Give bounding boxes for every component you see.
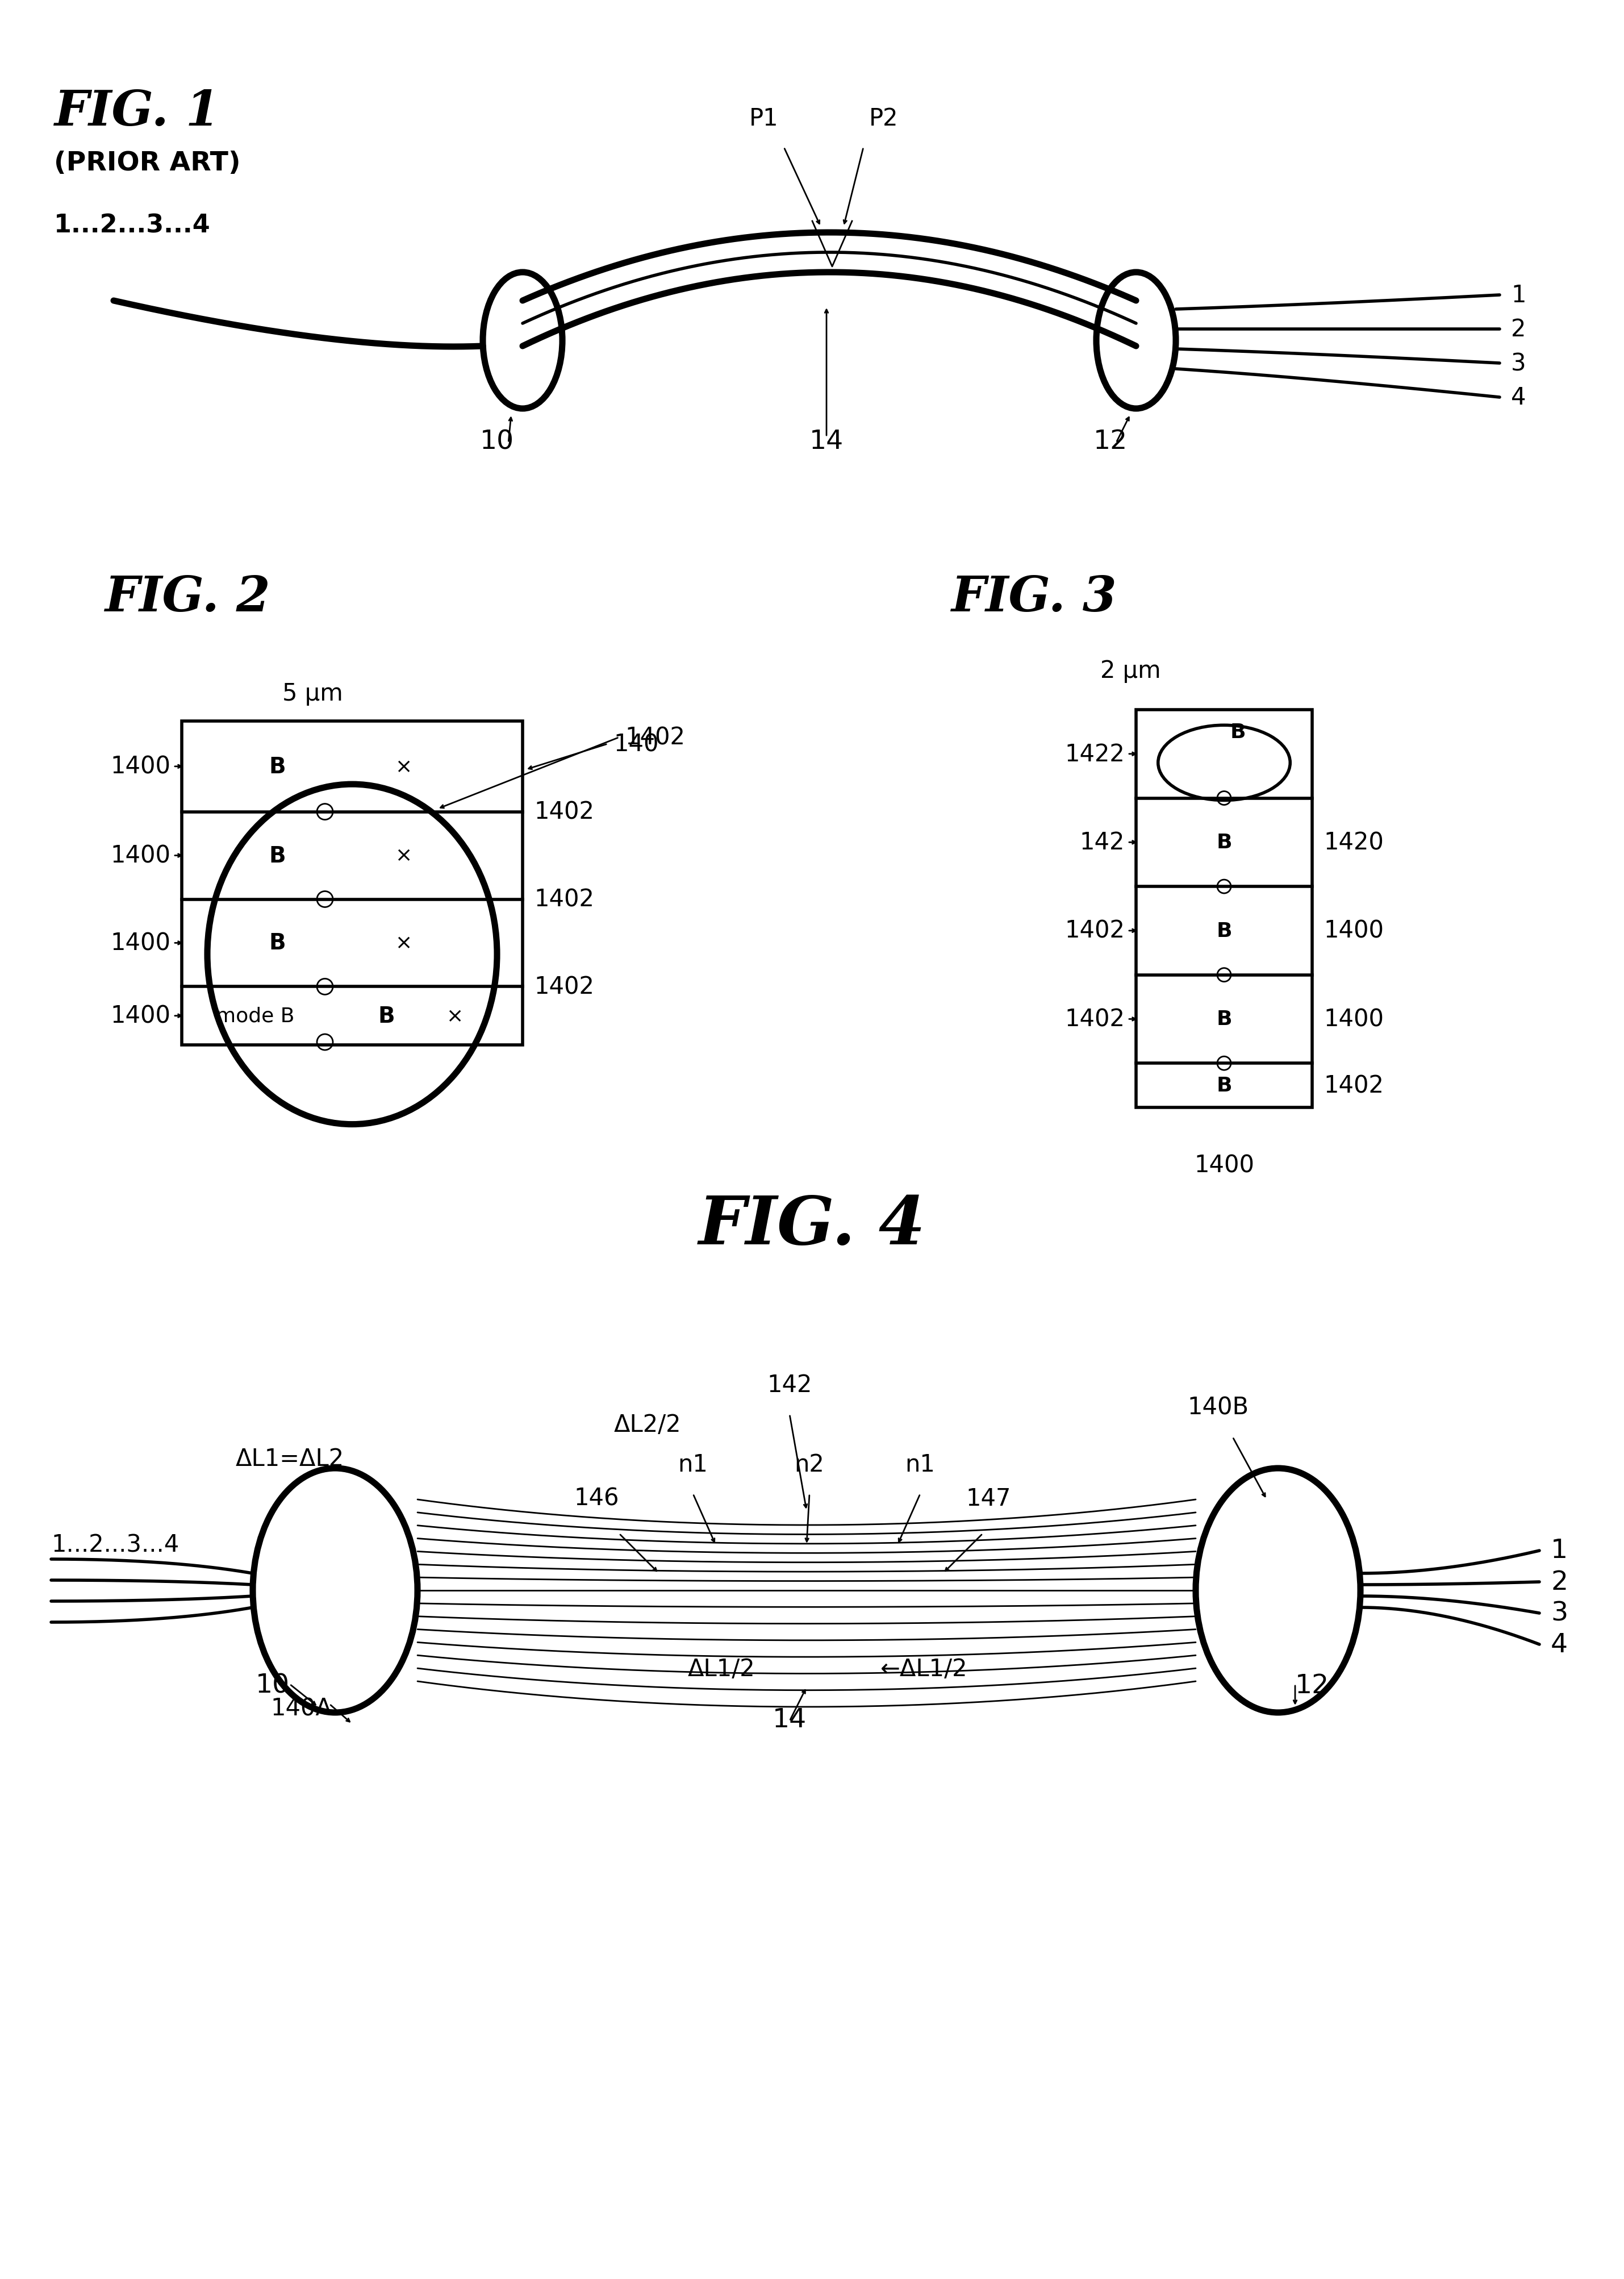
Text: 1402: 1402 (1324, 1073, 1384, 1098)
Text: 1400: 1400 (1194, 1153, 1254, 1176)
Bar (182, 722, 523, 1046)
Text: 1400: 1400 (110, 843, 171, 868)
Text: B: B (1216, 1010, 1233, 1030)
Text: 1400: 1400 (110, 1005, 171, 1028)
Text: FIG. 1: FIG. 1 (54, 89, 219, 134)
Text: 14: 14 (773, 1707, 807, 1732)
Text: 1402: 1402 (534, 887, 594, 912)
Text: 4: 4 (1551, 1632, 1567, 1657)
Text: FIG. 3: FIG. 3 (952, 574, 1117, 622)
Text: 3: 3 (1510, 351, 1527, 376)
Text: ×: × (395, 757, 412, 777)
Text: n1: n1 (677, 1452, 708, 1477)
Text: 1400: 1400 (110, 754, 171, 779)
Text: 140B: 140B (1187, 1395, 1249, 1420)
Text: 142: 142 (767, 1372, 812, 1397)
Text: P2: P2 (869, 107, 898, 130)
Text: 1402: 1402 (1065, 918, 1125, 944)
Text: 1: 1 (1510, 283, 1527, 308)
Text: B: B (270, 757, 286, 777)
Text: 1400: 1400 (1324, 918, 1384, 944)
Text: B: B (1216, 832, 1233, 852)
Text: 142: 142 (1080, 830, 1125, 855)
Text: (PRIOR ART): (PRIOR ART) (54, 150, 240, 175)
Text: mode B: mode B (216, 1007, 294, 1026)
Text: 1400: 1400 (1324, 1007, 1384, 1032)
Text: B: B (1216, 1076, 1233, 1096)
Text: P1: P1 (749, 107, 778, 130)
Text: B: B (1231, 722, 1246, 741)
Text: 1...2...3...4: 1...2...3...4 (50, 1534, 179, 1557)
Text: ΔL1=ΔL2: ΔL1=ΔL2 (235, 1447, 344, 1470)
Text: ×: × (447, 1007, 463, 1026)
Text: 1...2...3...4: 1...2...3...4 (54, 212, 211, 237)
Text: 1420: 1420 (1324, 830, 1384, 855)
Text: 10: 10 (255, 1673, 289, 1698)
Text: ×: × (395, 934, 412, 953)
Text: 2: 2 (1551, 1570, 1567, 1595)
Text: ←ΔL1/2: ←ΔL1/2 (880, 1657, 968, 1682)
Bar (1137, 711, 1312, 1108)
Text: FIG. 4: FIG. 4 (698, 1192, 926, 1258)
Text: B: B (270, 846, 286, 866)
Text: 1402: 1402 (534, 800, 594, 825)
Text: ×: × (395, 846, 412, 866)
Text: 10: 10 (481, 428, 515, 454)
Text: 4: 4 (1510, 385, 1527, 410)
Text: 12: 12 (1093, 428, 1127, 454)
Text: ΔL2/2: ΔL2/2 (614, 1413, 680, 1436)
Text: 2 μm: 2 μm (1099, 659, 1161, 684)
Text: 12: 12 (1294, 1673, 1330, 1698)
Text: 5 μm: 5 μm (283, 681, 343, 706)
Text: B: B (270, 932, 286, 955)
Text: n1: n1 (905, 1452, 935, 1477)
Text: 140: 140 (614, 732, 659, 757)
Text: B: B (378, 1005, 395, 1028)
Text: 1: 1 (1551, 1538, 1567, 1563)
Text: 1422: 1422 (1065, 743, 1125, 766)
Text: 1402: 1402 (534, 975, 594, 998)
Text: 2: 2 (1510, 317, 1527, 342)
Text: FIG. 2: FIG. 2 (104, 574, 270, 622)
Text: 1402: 1402 (1065, 1007, 1125, 1032)
Text: 140A: 140A (270, 1698, 331, 1721)
Text: ΔL1/2: ΔL1/2 (687, 1657, 755, 1682)
Text: n2: n2 (794, 1452, 825, 1477)
Text: 1400: 1400 (110, 932, 171, 955)
Text: B: B (1216, 921, 1233, 941)
Text: 1402: 1402 (625, 725, 685, 750)
Text: 147: 147 (966, 1486, 1010, 1511)
Text: 146: 146 (573, 1486, 619, 1511)
Text: 3: 3 (1551, 1600, 1567, 1625)
Text: 14: 14 (809, 428, 843, 454)
